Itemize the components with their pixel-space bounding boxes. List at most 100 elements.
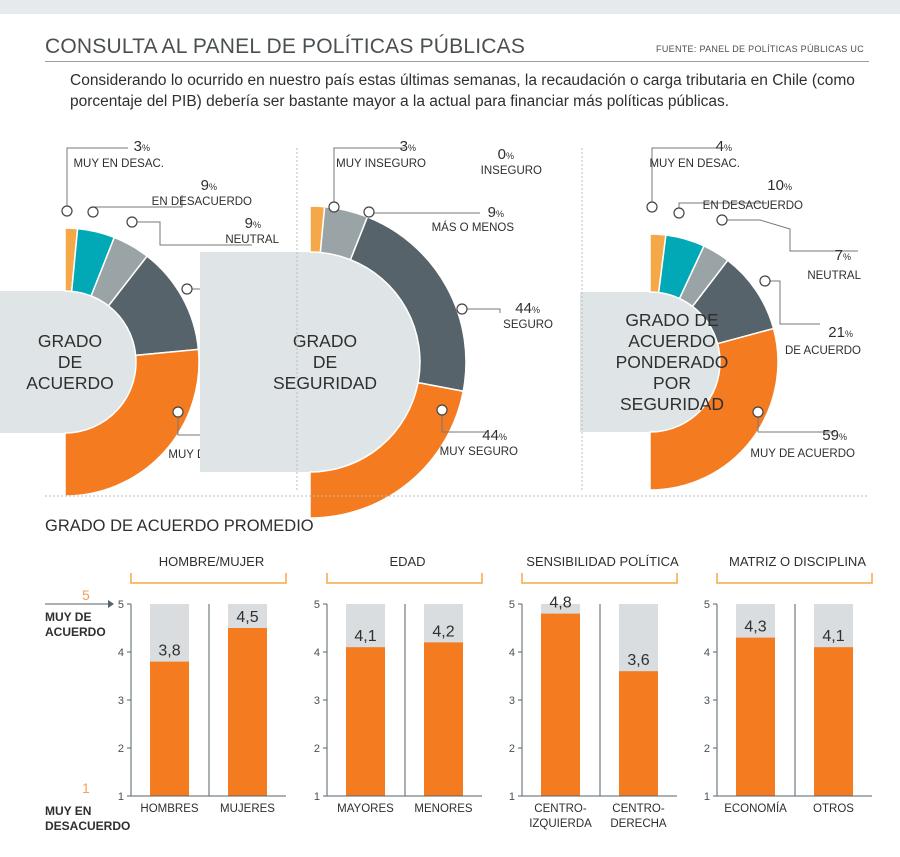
title-divider [45, 61, 869, 62]
y-tick-label: 2 [118, 743, 124, 755]
bar [736, 637, 775, 796]
slice-value: 10 [767, 177, 784, 194]
y-top-label: ACUERDO [45, 625, 106, 639]
slice-percentage: 21% [828, 324, 853, 341]
donut-center-label: PONDERADO [616, 352, 729, 372]
y-tick-label: 5 [704, 599, 710, 611]
donut-center-label: POR [653, 373, 691, 393]
half-donut-3: 4% MUY EN DESAC. 10% EN DESACUERDO 7% NEUTRAL… [580, 138, 862, 491]
bar [424, 642, 463, 796]
slice-unit: % [496, 209, 504, 219]
bar-group-3: SENSIBILIDAD POLÍTICA 1 2 3 4 5 4,8 CENTRO- IZQU… [509, 554, 679, 830]
bar-category-label: ECONOMÍA [724, 802, 787, 815]
slice-value: 3 [134, 138, 142, 155]
slice-value: 7 [835, 247, 843, 264]
group-bracket [130, 573, 287, 584]
group-bracket [326, 573, 483, 584]
slice-unit: % [843, 252, 851, 262]
slice-percentage: 7% [835, 247, 851, 264]
slice-label: NEUTRAL [225, 234, 279, 246]
slice-unit: % [784, 182, 792, 192]
survey-question: Considerando lo ocurrido en nuestro país… [70, 72, 855, 110]
bar-group-title: HOMBRE/MUJER [159, 554, 264, 569]
bar [150, 661, 189, 796]
donut-center-panel [200, 252, 420, 472]
slice-value: 21 [828, 324, 845, 341]
slice-percentage: 4% [716, 138, 732, 155]
leader-dot [181, 283, 193, 295]
slice-unit: % [839, 432, 847, 442]
bar-group-2: EDAD 1 2 3 4 5 4,1 MAYORES 4,2 MENORES [314, 554, 483, 815]
slice-label: MUY SEGURO [440, 446, 518, 458]
slice-label: EN DESACUERDO [703, 200, 803, 212]
bar-value-label: 4,1 [354, 628, 376, 645]
bar-group-title: SENSIBILIDAD POLÍTICA [526, 554, 679, 569]
bar [346, 647, 385, 796]
y-tick-label: 4 [314, 647, 320, 659]
y-tick-label: 4 [704, 647, 710, 659]
group-bracket [716, 573, 873, 584]
slice-label: MÁS O MENOS [432, 221, 515, 234]
slice-percentage: 3% [400, 138, 416, 155]
slice-percentage: 44% [515, 300, 540, 317]
slice-value: 9 [488, 204, 496, 221]
leader-dot [61, 205, 73, 217]
slice-value: 3 [400, 138, 408, 155]
slice-label: MUY EN DESAC. [73, 158, 164, 170]
y-tick-label: 5 [509, 599, 515, 611]
leader-line [132, 221, 252, 246]
donut-center-label: DE [58, 352, 82, 372]
slice-unit: % [408, 143, 416, 153]
bar [619, 671, 658, 796]
slice-unit: % [724, 143, 732, 153]
y-tick-label: 3 [704, 695, 710, 707]
slice-label: EN DESACUERDO [152, 196, 252, 208]
y-tick-label: 4 [509, 647, 515, 659]
bar-group-title: MATRIZ O DISCIPLINA [729, 554, 866, 569]
bar [541, 613, 580, 796]
bar-value-label: 4,2 [432, 623, 454, 640]
slice-label: SEGURO [503, 319, 553, 331]
leader-dot [126, 216, 138, 228]
slice-value: 44 [515, 300, 532, 317]
leader-line [651, 147, 722, 207]
y-bottom-label: DESACUERDO [45, 819, 130, 833]
donut-slice [64, 348, 200, 497]
bar-group-1: HOMBRE/MUJER 1 2 3 4 5 3,8 HOMBRES 4,5 MUJERES [118, 554, 287, 815]
bar-category-label: DERECHA [610, 818, 667, 830]
donut-center-panel [580, 292, 720, 432]
slice-value: 9 [245, 215, 253, 232]
slice-percentage: 59% [822, 427, 847, 444]
leader-dot [752, 406, 764, 418]
bar-category-label: CENTRO- [534, 803, 587, 815]
y-tick-label: 3 [509, 695, 515, 707]
slice-unit: % [845, 329, 853, 339]
slice-label: MUY INSEGURO [336, 158, 426, 170]
slice-percentage: 9% [201, 177, 217, 194]
donut-center-label: DE [313, 352, 337, 372]
y-tick-label: 1 [314, 791, 320, 803]
slice-label: DE ACUERDO [785, 345, 861, 357]
y-tick-label: 2 [314, 743, 320, 755]
donut-center-panel [0, 291, 136, 433]
slice-unit: % [499, 432, 507, 442]
slice-unit: % [532, 305, 540, 315]
slice-value: 44 [482, 427, 499, 444]
slice-value: 9 [201, 177, 209, 194]
y-top-label: MUY DE [45, 610, 91, 624]
axis-arrow-head [108, 600, 114, 608]
slice-unit: % [506, 151, 514, 161]
bar [228, 628, 267, 796]
slice-percentage: 3% [134, 138, 150, 155]
leader-line [66, 147, 128, 211]
bar-value-label: 4,8 [549, 595, 571, 612]
slice-label: INSEGURO [481, 165, 542, 177]
donut-center-label: SEGURIDAD [273, 373, 377, 393]
donut-center-label: ACUERDO [628, 331, 716, 351]
bar-value-label: 4,3 [744, 619, 766, 636]
leader-dot [646, 201, 658, 213]
slice-label: NEUTRAL [807, 270, 861, 282]
slice-label: MUY DE ACUERDO [750, 448, 855, 460]
leader-dot [436, 404, 448, 416]
